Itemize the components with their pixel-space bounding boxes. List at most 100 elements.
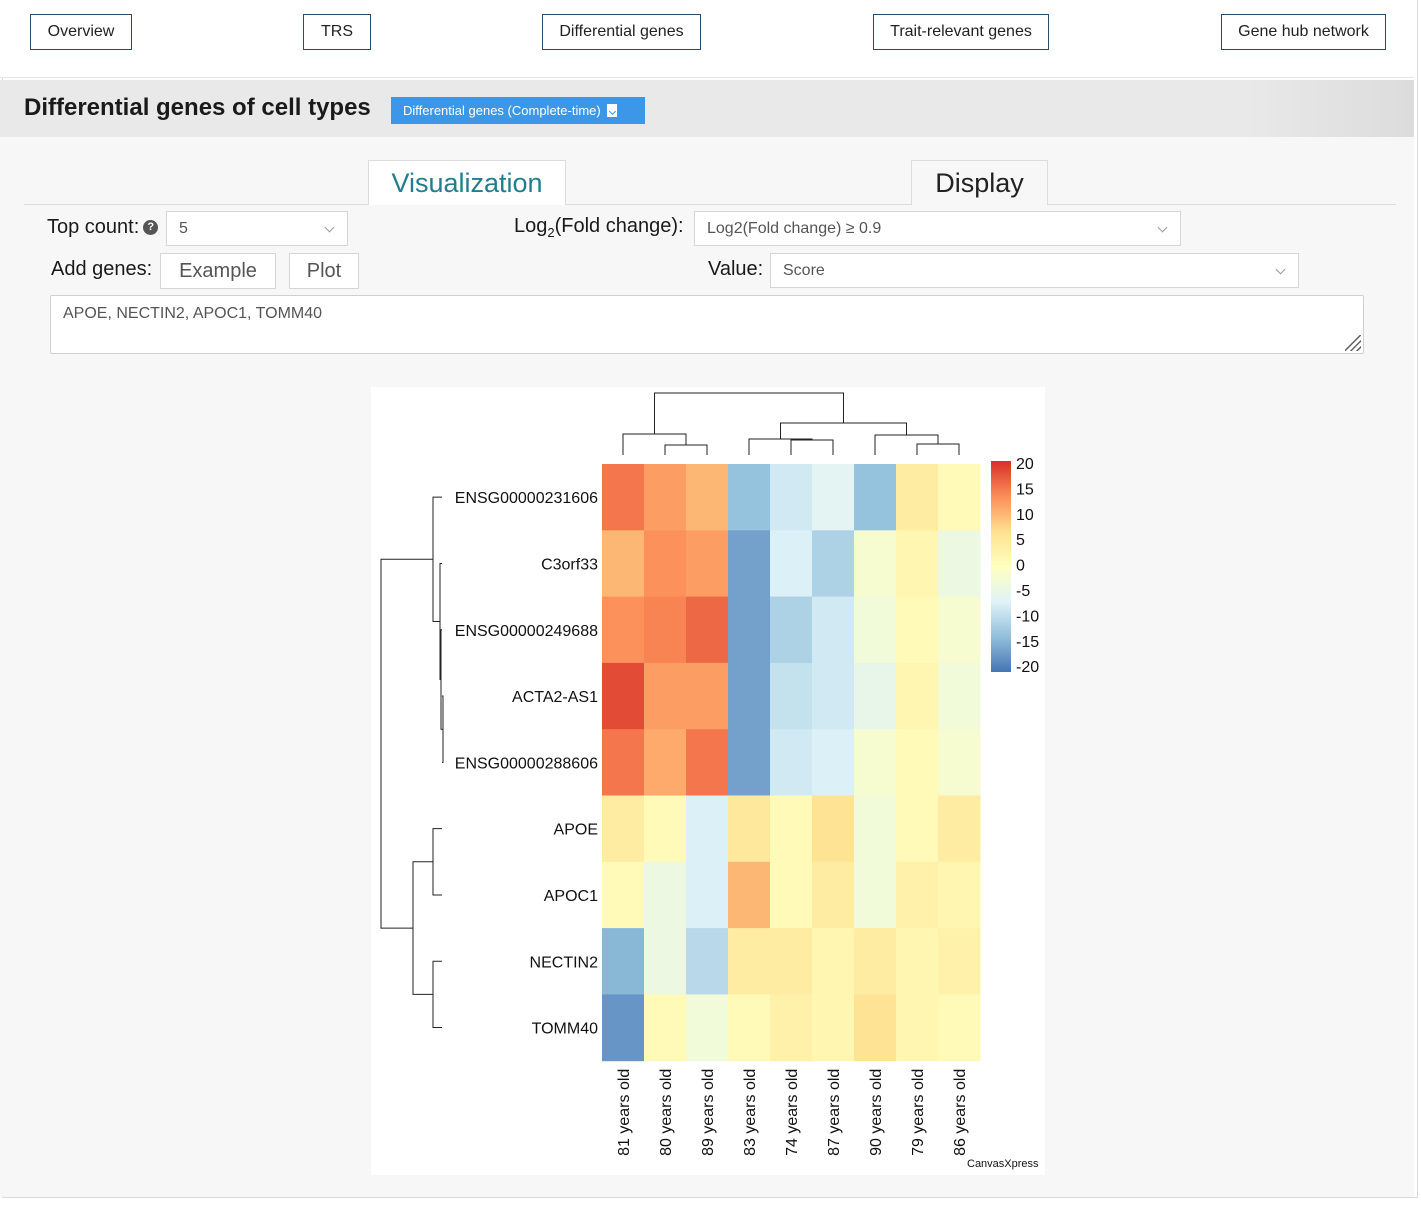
plot-button[interactable]: Plot — [289, 253, 359, 289]
heatmap-cell — [770, 795, 813, 863]
nav-gene-hub-network-button[interactable]: Gene hub network — [1221, 14, 1386, 50]
colorbar-tick-label: 20 — [1016, 456, 1034, 473]
fold-change-label: Log2(Fold change): — [514, 215, 684, 240]
heatmap-cell — [728, 729, 771, 796]
main-content: Visualization Display Top count:? 5 Log2… — [0, 137, 1414, 1197]
heatmap-cell — [812, 994, 855, 1062]
nav-trs-button[interactable]: TRS — [303, 14, 371, 50]
dendrogram-branch — [780, 422, 907, 439]
heatmap-cell — [602, 729, 645, 796]
download-label: Differential genes (Complete-time) — [403, 103, 601, 118]
heatmap-cell — [896, 596, 939, 664]
colorbar-tick-label: 5 — [1016, 532, 1025, 549]
fold-change-select[interactable]: Log2(Fold change) ≥ 0.9 — [694, 211, 1181, 246]
dendrogram-branch — [380, 558, 433, 929]
nav-differential-genes-button[interactable]: Differential genes — [542, 14, 701, 50]
heatmap-cell — [728, 530, 771, 598]
dendrogram-branch — [664, 444, 708, 455]
value-select[interactable]: Score — [770, 253, 1299, 288]
row-label: ACTA2-AS1 — [512, 689, 598, 706]
heatmap-cell — [728, 861, 771, 929]
heatmap-cell — [854, 596, 897, 664]
heatmap-cell — [686, 928, 729, 995]
heatmap-cell — [728, 928, 771, 995]
dendrogram-branch — [432, 828, 442, 896]
row-label: ENSG00000249688 — [455, 623, 598, 640]
heatmap-cell — [686, 530, 729, 598]
section-header: Differential genes of cell types Differe… — [0, 80, 1414, 137]
column-labels: 81 years old 80 years old 89 years old 83 y… — [616, 1069, 969, 1156]
top-count-value: 5 — [179, 219, 188, 237]
row-label: APOC1 — [544, 888, 598, 905]
row-label: ENSG00000288606 — [455, 755, 598, 772]
top-navigation: Overview TRS Differential genes Trait-re… — [0, 0, 1414, 78]
heatmap-cell — [854, 530, 897, 598]
column-label: 86 years old — [952, 1069, 969, 1156]
resize-grip-icon[interactable] — [1345, 335, 1361, 351]
download-differential-genes-button[interactable]: Differential genes (Complete-time) — [391, 97, 645, 124]
column-label: 83 years old — [742, 1069, 759, 1156]
heatmap-cell — [812, 530, 855, 598]
column-label: 90 years old — [868, 1069, 885, 1156]
top-count-label-wrap: Top count:? — [47, 216, 159, 239]
heatmap-cell — [938, 994, 981, 1062]
fold-change-value: Log2(Fold change) ≥ 0.9 — [707, 219, 882, 237]
heatmap-cell — [728, 795, 771, 863]
colorbar-tick-label: 15 — [1016, 481, 1034, 498]
chevron-down-icon — [324, 222, 335, 233]
heatmap-cell — [854, 861, 897, 929]
colorbar-tick-label: -15 — [1016, 634, 1039, 651]
help-icon[interactable]: ? — [143, 220, 159, 236]
value-select-value: Score — [783, 261, 825, 279]
column-dendrogram — [622, 392, 960, 455]
heatmap-cell — [770, 464, 813, 531]
heatmap-cell — [896, 928, 939, 995]
chevron-down-icon — [1275, 264, 1286, 275]
heatmap-cell — [602, 596, 645, 664]
value-label: Value: — [708, 258, 764, 280]
heatmap-cell — [938, 795, 981, 863]
heatmap-cell — [644, 530, 687, 598]
tab-display[interactable]: Display — [911, 160, 1048, 205]
dendrogram-branch — [874, 434, 939, 455]
heatmap-cell — [644, 729, 687, 796]
colorbar-tick-label: -10 — [1016, 608, 1039, 625]
heatmap-cell — [854, 928, 897, 995]
heatmap-cell — [938, 464, 981, 531]
heatmap-cell — [644, 928, 687, 995]
colorbar-tick-label: 10 — [1016, 507, 1034, 524]
heatmap-cell — [770, 596, 813, 664]
heatmap-cell — [686, 994, 729, 1062]
heatmap-cell — [728, 662, 771, 730]
tab-visualization[interactable]: Visualization — [368, 160, 566, 205]
row-label: TOMM40 — [532, 1021, 598, 1038]
heatmap-cell — [602, 464, 645, 531]
heatmap-cell — [644, 596, 687, 664]
heatmap-cell — [602, 530, 645, 598]
nav-overview-button[interactable]: Overview — [30, 14, 132, 50]
heatmap-cell — [602, 994, 645, 1062]
example-button[interactable]: Example — [160, 253, 276, 289]
heatmap-cell — [896, 795, 939, 863]
genes-textarea[interactable]: APOE, NECTIN2, APOC1, TOMM40 — [50, 295, 1364, 354]
heatmap-cell — [602, 795, 645, 863]
dendrogram-branch — [790, 439, 834, 455]
heatmap-cell — [728, 596, 771, 664]
heatmap-cell — [938, 662, 981, 730]
add-genes-label: Add genes: — [51, 258, 153, 280]
heatmap-cell — [686, 596, 729, 664]
top-count-select[interactable]: 5 — [166, 211, 348, 246]
heatmap-cell — [896, 994, 939, 1062]
heatmap-cell — [854, 729, 897, 796]
heatmap-cell — [770, 994, 813, 1062]
heatmap-cell — [728, 994, 771, 1062]
heatmap-cell — [686, 729, 729, 796]
heatmap-cell — [896, 662, 939, 730]
file-download-icon — [606, 104, 617, 117]
heatmap-cell — [812, 662, 855, 730]
column-label: 74 years old — [784, 1069, 801, 1156]
nav-trait-relevant-genes-button[interactable]: Trait-relevant genes — [873, 14, 1049, 50]
row-label: ENSG00000231606 — [455, 490, 598, 507]
heatmap-cell — [896, 861, 939, 929]
row-label: C3orf33 — [541, 556, 598, 573]
